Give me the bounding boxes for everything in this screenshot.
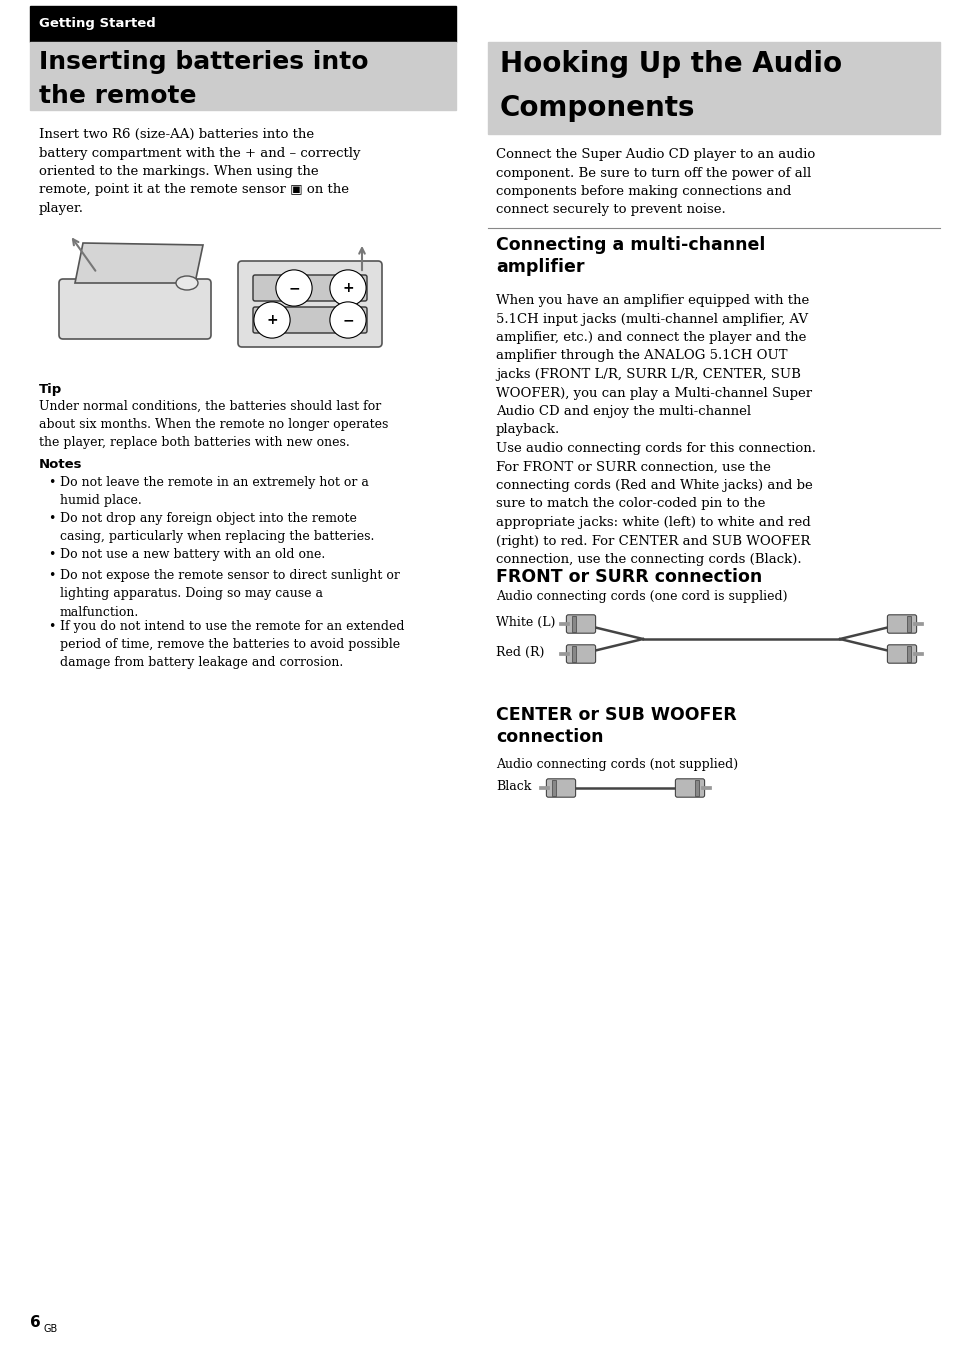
Bar <box>488 42 939 134</box>
Text: Black: Black <box>496 780 531 792</box>
Text: When you have an amplifier equipped with the
5.1CH input jacks (multi-channel am: When you have an amplifier equipped with… <box>496 293 811 437</box>
Text: •: • <box>48 476 55 489</box>
Text: •: • <box>48 621 55 633</box>
Text: +: + <box>266 314 277 327</box>
Bar <box>572 646 575 662</box>
FancyBboxPatch shape <box>886 645 916 664</box>
Bar <box>906 617 910 633</box>
Text: Components: Components <box>499 95 695 122</box>
Text: Inserting batteries into: Inserting batteries into <box>39 50 368 74</box>
Text: Connect the Super Audio CD player to an audio
component. Be sure to turn off the: Connect the Super Audio CD player to an … <box>496 147 815 216</box>
Bar <box>906 646 910 662</box>
Text: •: • <box>48 569 55 583</box>
Text: Do not use a new battery with an old one.: Do not use a new battery with an old one… <box>60 548 325 561</box>
Text: GB: GB <box>44 1324 58 1334</box>
Text: −: − <box>288 281 299 295</box>
FancyBboxPatch shape <box>546 779 575 798</box>
Text: +: + <box>342 281 354 295</box>
FancyBboxPatch shape <box>253 307 367 333</box>
Text: If you do not intend to use the remote for an extended
period of time, remove th: If you do not intend to use the remote f… <box>60 621 404 669</box>
Text: White (L): White (L) <box>496 615 555 629</box>
FancyBboxPatch shape <box>675 779 704 798</box>
Text: FRONT or SURR connection: FRONT or SURR connection <box>496 568 761 585</box>
Text: Connecting a multi-channel
amplifier: Connecting a multi-channel amplifier <box>496 237 764 276</box>
FancyBboxPatch shape <box>237 261 381 347</box>
FancyBboxPatch shape <box>566 645 595 664</box>
FancyBboxPatch shape <box>566 615 595 633</box>
Bar <box>695 780 699 796</box>
FancyBboxPatch shape <box>253 274 367 301</box>
Text: the remote: the remote <box>39 84 196 108</box>
Bar <box>572 617 575 633</box>
Text: Audio connecting cords (one cord is supplied): Audio connecting cords (one cord is supp… <box>496 589 786 603</box>
Bar <box>552 780 555 796</box>
Text: •: • <box>48 548 55 561</box>
Text: Tip: Tip <box>39 383 62 396</box>
Text: Getting Started: Getting Started <box>39 18 155 31</box>
FancyBboxPatch shape <box>886 615 916 633</box>
Text: Insert two R6 (size-AA) batteries into the
battery compartment with the + and – : Insert two R6 (size-AA) batteries into t… <box>39 128 360 215</box>
Text: CENTER or SUB WOOFER
connection: CENTER or SUB WOOFER connection <box>496 706 736 746</box>
Text: Use audio connecting cords for this connection.
For FRONT or SURR connection, us: Use audio connecting cords for this conn… <box>496 442 815 566</box>
FancyBboxPatch shape <box>59 279 211 339</box>
Text: Hooking Up the Audio: Hooking Up the Audio <box>499 50 841 78</box>
Text: Do not expose the remote sensor to direct sunlight or
lighting apparatus. Doing : Do not expose the remote sensor to direc… <box>60 569 399 618</box>
Text: Red (R): Red (R) <box>496 645 544 658</box>
Text: 6: 6 <box>30 1315 41 1330</box>
Text: Audio connecting cords (not supplied): Audio connecting cords (not supplied) <box>496 758 738 771</box>
Text: Notes: Notes <box>39 458 82 470</box>
Ellipse shape <box>175 276 198 289</box>
Bar <box>30 5 456 42</box>
Bar <box>30 42 456 110</box>
Text: •: • <box>48 512 55 525</box>
Text: −: − <box>342 314 354 327</box>
Polygon shape <box>75 243 203 283</box>
Text: Do not leave the remote in an extremely hot or a
humid place.: Do not leave the remote in an extremely … <box>60 476 369 507</box>
Text: Do not drop any foreign object into the remote
casing, particularly when replaci: Do not drop any foreign object into the … <box>60 512 374 544</box>
Text: Under normal conditions, the batteries should last for
about six months. When th: Under normal conditions, the batteries s… <box>39 400 388 449</box>
